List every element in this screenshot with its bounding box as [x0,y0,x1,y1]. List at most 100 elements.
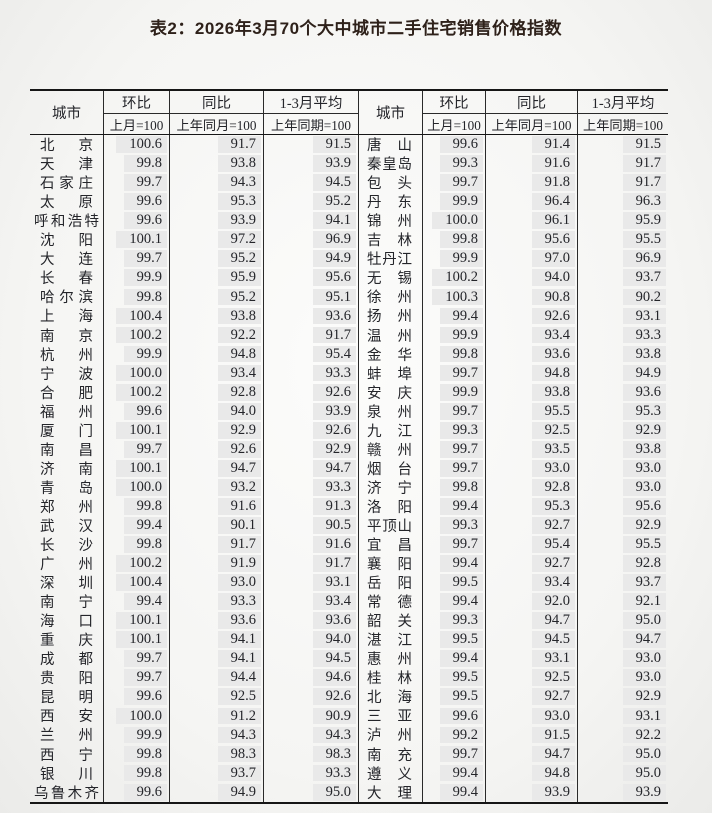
city-name: 锦州 [358,211,422,231]
city-name: 杭州 [40,347,93,364]
index-value-mom: 100.2 [422,268,485,288]
index-value-yoy: 93.8 [169,154,263,174]
city-name: 惠州 [358,649,422,669]
index-value-yoy: 91.5 [485,725,577,745]
city-name: 岳阳 [358,573,422,593]
index-value-yoy: 92.5 [169,687,263,707]
city-name: 南京 [40,328,93,345]
table-row: 杭州 99.9 94.8 95.4 金华 99.8 93.6 93.8 [30,344,668,364]
table-header: 城市 环比 同比 1-3月平均 城市 环比 同比 1-3月平均 上月=100 上… [30,89,668,135]
city-name: 济宁 [358,477,422,497]
index-value-yoy: 94.8 [485,363,577,383]
index-value-mom: 99.4 [422,306,485,326]
index-value-mom: 99.4 [422,496,485,516]
index-value-avg: 91.5 [263,135,358,155]
city-name: 武汉 [40,518,93,535]
index-value-yoy: 94.3 [169,173,263,193]
city-name: 西安 [40,709,93,726]
index-value-avg: 94.7 [263,458,358,478]
index-value-mom: 99.7 [103,439,169,459]
table-row: 合肥 100.2 92.8 92.6 安庆 99.9 93.8 93.6 [30,382,668,402]
subheader-yoy-base-right: 上年同月=100 [485,113,577,134]
index-value-yoy: 98.3 [169,744,263,764]
city-name: 大连 [40,252,93,269]
table-row: 广州 100.2 91.9 91.7 襄阳 99.4 92.7 92.8 [30,554,668,574]
city-name: 丹东 [358,192,422,212]
price-index-table: 城市 环比 同比 1-3月平均 城市 环比 同比 1-3月平均 上月=100 上… [30,89,668,804]
index-value-yoy: 91.2 [169,706,263,726]
index-value-mom: 99.3 [422,611,485,631]
city-name: 太原 [40,195,93,212]
city-name: 遵义 [358,763,422,783]
index-value-avg: 91.5 [577,135,668,155]
index-value-yoy: 95.5 [485,401,577,421]
index-value-avg: 91.7 [577,154,668,174]
table-row: 长沙 99.8 91.7 91.6 宜昌 99.7 95.4 95.5 [30,534,668,555]
index-value-yoy: 95.3 [485,496,577,516]
index-value-mom: 99.7 [422,439,485,459]
index-value-mom: 99.7 [103,249,169,269]
index-value-avg: 91.6 [263,534,358,555]
city-name: 温州 [358,325,422,345]
index-value-avg: 94.9 [263,249,358,269]
index-value-avg: 94.5 [263,649,358,669]
index-value-yoy: 94.7 [485,611,577,631]
index-value-avg: 93.6 [263,611,358,631]
city-name: 贵阳 [40,671,93,688]
table-row: 大连 99.7 95.2 94.9 牡丹江 99.9 97.0 96.9 [30,249,668,269]
index-value-avg: 95.0 [577,763,668,783]
index-value-avg: 93.3 [263,363,358,383]
index-value-yoy: 95.4 [485,534,577,555]
index-value-yoy: 93.4 [485,573,577,593]
table-row: 长春 99.9 95.9 95.6 无锡 100.2 94.0 93.7 [30,268,668,288]
index-value-mom: 100.6 [103,135,169,155]
index-value-avg: 94.0 [263,630,358,650]
index-value-avg: 94.5 [263,173,358,193]
city-name: 上海 [40,309,93,326]
index-value-mom: 99.7 [422,363,485,383]
table-row: 南宁 99.4 93.3 93.4 常德 99.4 92.0 92.1 [30,592,668,612]
subheader-avg-base-left: 上年同期=100 [263,113,358,134]
index-value-avg: 93.0 [577,458,668,478]
index-value-mom: 99.6 [103,211,169,231]
index-value-avg: 91.7 [263,554,358,574]
index-value-yoy: 93.1 [485,649,577,669]
index-value-mom: 99.8 [103,534,169,555]
index-value-mom: 100.0 [103,706,169,726]
index-value-mom: 99.6 [103,401,169,421]
index-value-mom: 99.8 [103,763,169,783]
index-value-yoy: 93.4 [169,363,263,383]
index-value-avg: 92.2 [577,725,668,745]
index-value-avg: 92.9 [577,420,668,440]
index-value-mom: 99.8 [422,344,485,364]
index-value-yoy: 92.7 [485,515,577,535]
index-value-avg: 95.1 [263,287,358,307]
index-value-mom: 100.1 [103,458,169,478]
index-value-mom: 99.7 [103,668,169,688]
index-value-mom: 99.8 [103,154,169,174]
index-value-mom: 99.4 [422,592,485,612]
index-value-mom: 100.2 [103,382,169,402]
index-value-mom: 100.0 [422,211,485,231]
subheader-yoy-base-left: 上年同月=100 [169,113,263,134]
index-value-yoy: 96.4 [485,192,577,212]
city-name: 天津 [40,157,93,174]
subheader-avg-base-right: 上年同期=100 [577,113,668,134]
index-value-avg: 98.3 [263,744,358,764]
index-value-mom: 99.5 [422,687,485,707]
city-name: 平顶山 [358,515,422,535]
index-value-avg: 91.7 [577,173,668,193]
index-value-avg: 95.0 [577,744,668,764]
table-body: 北京 100.6 91.7 91.5 唐山 99.6 91.4 91.5 天津 99.8 93.8 9… [30,135,668,804]
index-value-avg: 94.3 [263,725,358,745]
index-value-yoy: 92.6 [485,306,577,326]
index-value-avg: 93.1 [577,706,668,726]
index-value-yoy: 90.1 [169,515,263,535]
index-value-mom: 99.4 [422,782,485,802]
index-value-avg: 93.6 [577,382,668,402]
index-value-yoy: 93.9 [485,782,577,802]
index-value-avg: 95.4 [263,344,358,364]
city-name: 洛阳 [358,496,422,516]
city-name: 昆明 [40,690,93,707]
index-value-mom: 99.7 [422,173,485,193]
